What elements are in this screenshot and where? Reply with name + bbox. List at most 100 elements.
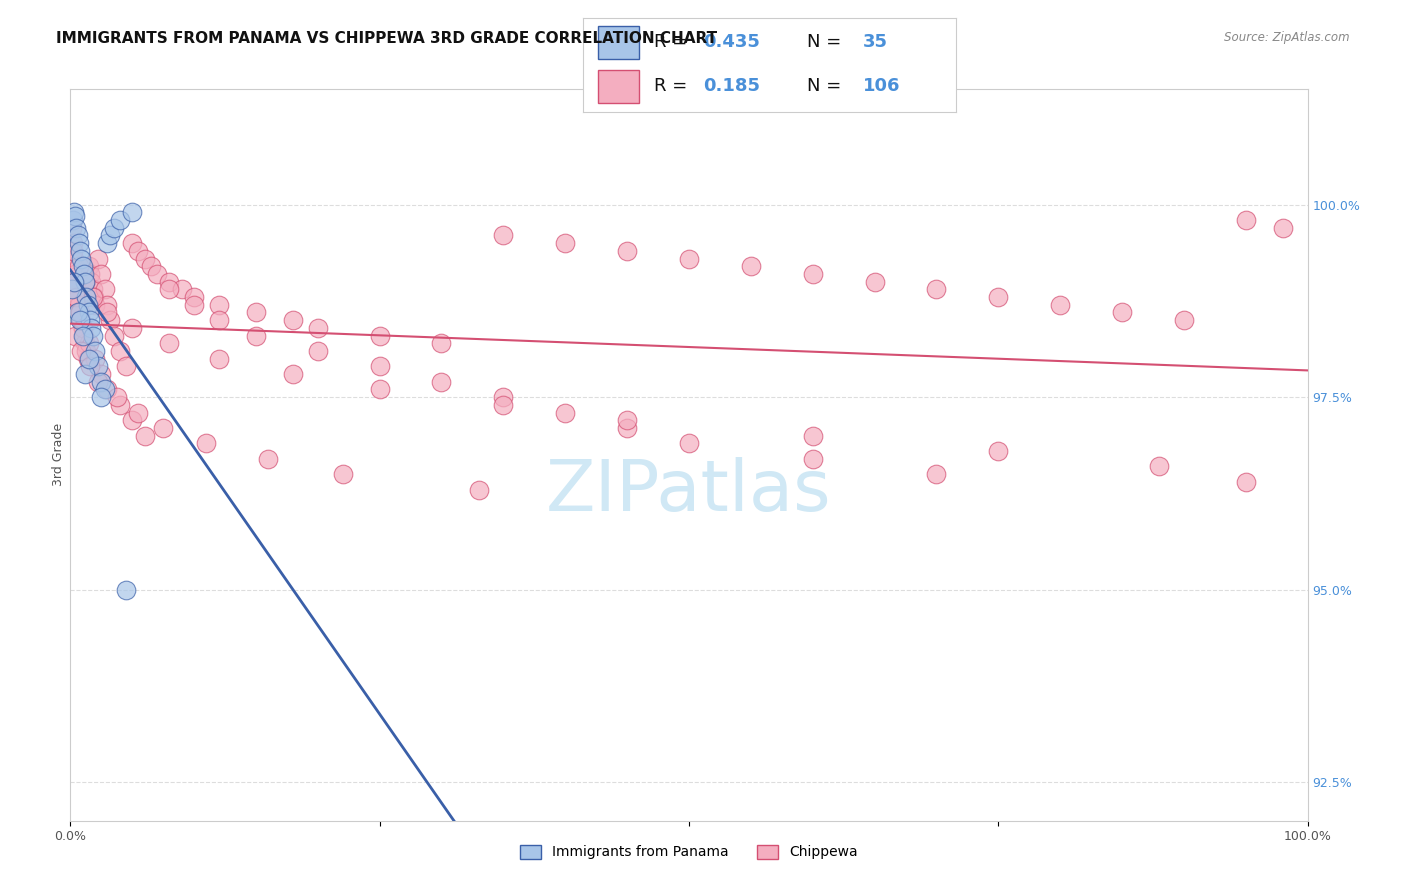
Point xyxy=(60,282,83,296)
Point xyxy=(76,298,98,312)
Point xyxy=(77,336,100,351)
Point xyxy=(86,375,108,389)
Point xyxy=(554,406,576,420)
Point xyxy=(1173,313,1195,327)
Point xyxy=(121,205,143,219)
Point xyxy=(75,290,97,304)
Point xyxy=(63,275,86,289)
Point xyxy=(134,252,156,266)
Text: IMMIGRANTS FROM PANAMA VS CHIPPEWA 3RD GRADE CORRELATION CHART: IMMIGRANTS FROM PANAMA VS CHIPPEWA 3RD G… xyxy=(56,31,717,46)
Point xyxy=(801,451,824,466)
Point xyxy=(96,236,118,251)
Point xyxy=(69,244,91,258)
Point xyxy=(616,244,638,258)
Point xyxy=(139,260,162,274)
Point xyxy=(80,275,103,289)
Point xyxy=(65,209,87,223)
Point xyxy=(307,343,329,358)
Point xyxy=(368,383,391,397)
Point xyxy=(75,336,97,351)
Point xyxy=(62,236,84,251)
Point xyxy=(77,351,100,366)
Point xyxy=(801,267,824,281)
Point xyxy=(103,328,125,343)
Point xyxy=(70,252,93,266)
Text: 106: 106 xyxy=(863,78,900,95)
Point xyxy=(72,260,94,274)
Point xyxy=(63,275,86,289)
Point xyxy=(115,359,138,374)
Point xyxy=(863,275,886,289)
Point xyxy=(79,313,101,327)
Point xyxy=(740,260,762,274)
Point xyxy=(281,313,304,327)
Point xyxy=(86,359,108,374)
Point xyxy=(146,267,169,281)
Point xyxy=(83,290,105,304)
Point xyxy=(77,305,100,319)
Point xyxy=(170,282,193,296)
Point xyxy=(62,244,84,258)
Point xyxy=(1234,213,1257,227)
Point xyxy=(115,582,138,597)
Point xyxy=(616,421,638,435)
Point xyxy=(65,328,87,343)
Point xyxy=(72,328,94,343)
Legend: Immigrants from Panama, Chippewa: Immigrants from Panama, Chippewa xyxy=(515,839,863,865)
Point xyxy=(157,275,180,289)
Point xyxy=(70,313,93,327)
Y-axis label: 3rd Grade: 3rd Grade xyxy=(52,424,65,486)
Point xyxy=(66,305,89,319)
Point xyxy=(77,260,100,274)
Point xyxy=(67,260,90,274)
Point xyxy=(79,267,101,281)
Point xyxy=(121,236,143,251)
Point xyxy=(65,267,87,281)
Point xyxy=(152,421,174,435)
Point xyxy=(925,467,948,482)
Point xyxy=(96,383,118,397)
Point xyxy=(65,282,87,296)
Point xyxy=(82,328,104,343)
Point xyxy=(430,336,453,351)
Point xyxy=(121,321,143,335)
Point xyxy=(332,467,354,482)
Point xyxy=(63,252,86,266)
Point xyxy=(80,321,103,335)
Point xyxy=(157,282,180,296)
Point xyxy=(103,220,125,235)
Point xyxy=(60,220,83,235)
Point xyxy=(84,351,107,366)
Point xyxy=(208,351,231,366)
Point xyxy=(63,205,86,219)
Point xyxy=(492,228,515,243)
Point xyxy=(183,298,205,312)
Point xyxy=(307,321,329,335)
Point xyxy=(96,305,118,319)
Point xyxy=(72,321,94,335)
Point xyxy=(467,483,489,497)
Point xyxy=(66,228,89,243)
Text: 0.435: 0.435 xyxy=(703,33,759,51)
Point xyxy=(987,444,1010,458)
Point xyxy=(69,313,91,327)
Point xyxy=(208,313,231,327)
Point xyxy=(79,359,101,374)
Point xyxy=(183,290,205,304)
Point xyxy=(90,367,112,381)
Point xyxy=(67,236,90,251)
Point xyxy=(108,343,131,358)
Text: R =: R = xyxy=(654,78,693,95)
Point xyxy=(430,375,453,389)
Point xyxy=(368,359,391,374)
Point xyxy=(66,290,89,304)
Point xyxy=(195,436,218,450)
Point xyxy=(73,328,96,343)
Point xyxy=(801,428,824,442)
Text: N =: N = xyxy=(807,33,846,51)
Text: ZIPatlas: ZIPatlas xyxy=(546,457,832,526)
Point xyxy=(157,336,180,351)
Point xyxy=(69,305,91,319)
Point xyxy=(616,413,638,427)
Point xyxy=(257,451,280,466)
